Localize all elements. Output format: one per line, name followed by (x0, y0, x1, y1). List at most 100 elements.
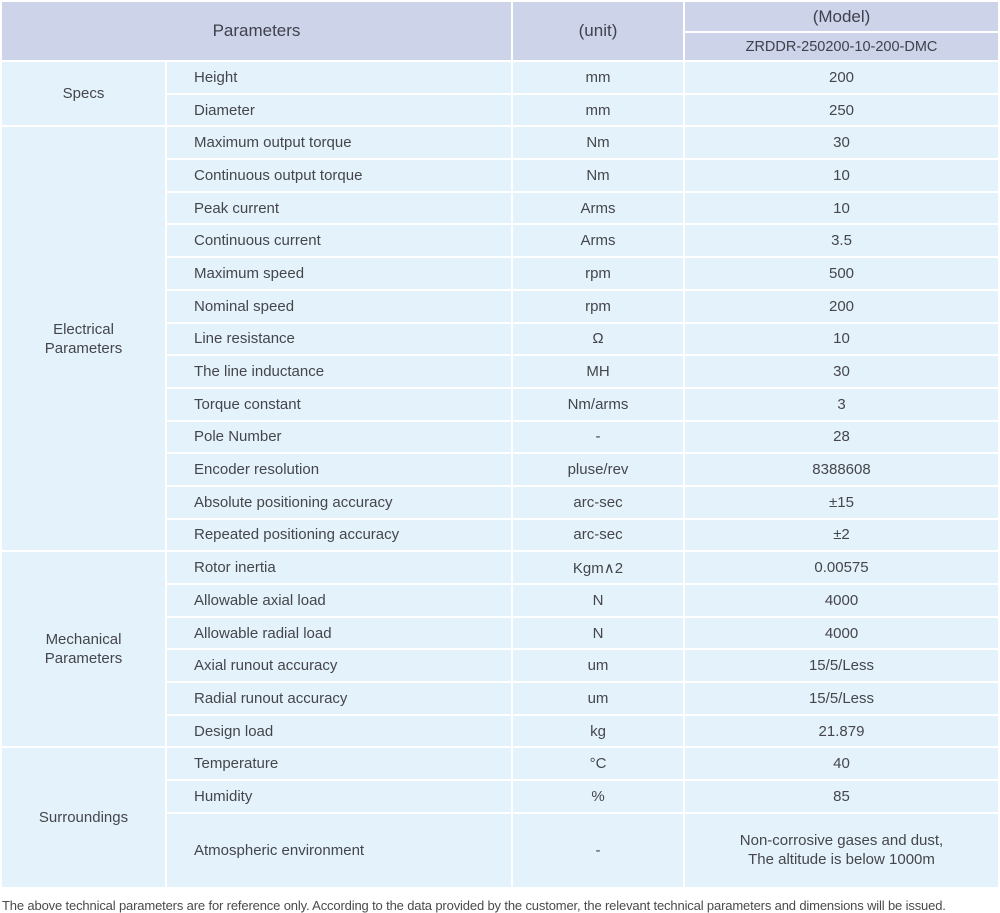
unit-value: kg (511, 713, 685, 749)
table-row: Maximum speed rpm 500 (1, 256, 1000, 291)
parameter-name: Repeated positioning accuracy (165, 517, 513, 553)
table-row: Radial runout accuracy um 15/5/Less (1, 681, 1000, 716)
unit-value: Nm/arms (511, 386, 685, 422)
unit-value: rpm (511, 256, 685, 291)
table-row: Peak current Arms 10 (1, 190, 1000, 226)
parameter-name: Height (165, 60, 513, 95)
model-value: 21.879 (683, 713, 1000, 749)
unit-value: - (511, 811, 685, 889)
parameter-name: Axial runout accuracy (165, 648, 513, 684)
table-row: Continuous current Arms 3.5 (1, 223, 1000, 259)
model-value: ±15 (683, 484, 1000, 520)
parameter-name: Temperature (165, 746, 513, 782)
table-row: Humidity% 85 (1, 779, 1000, 814)
parameter-name: Peak current (165, 190, 513, 226)
table-row: Atmospheric environment - Non-corrosive ga… (1, 811, 1000, 889)
model-value: 40 (683, 746, 1000, 782)
parameter-name: Continuous current (165, 223, 513, 259)
parameter-name: Absolute positioning accuracy (165, 484, 513, 520)
unit-value: MH (511, 354, 685, 389)
model-header: (Model) (683, 0, 1000, 33)
parameter-name: Allowable axial load (165, 583, 513, 618)
parameter-name: Pole Number (165, 419, 513, 455)
table-row: Axial runout accuracy um 15/5/Less (1, 648, 1000, 684)
table-row: Electrical Parameters Maximum output torq… (0, 125, 1000, 553)
table-row: Torque constant Nm/arms 3 (1, 386, 1000, 422)
unit-value: arc-sec (511, 517, 685, 553)
parameter-name: Torque constant (165, 386, 513, 422)
unit-value: °C (511, 746, 685, 782)
model-value: 85 (683, 779, 1000, 814)
parameter-name: Radial runout accuracy (165, 681, 513, 716)
unit-value: pluse/rev (511, 452, 685, 487)
header-row-1: Parameters (unit) (Model) (0, 0, 1000, 62)
table-row: Line resistance Ω 10 (1, 321, 1000, 357)
model-value: 10 (683, 158, 1000, 193)
unit-value: Arms (511, 190, 685, 226)
model-value: 4000 (683, 583, 1000, 618)
unit-value: Arms (511, 223, 685, 259)
table-row: Design load kg 21.879 (1, 713, 1000, 749)
table-row: Encoder resolution pluse/rev 8388608 (1, 452, 1000, 487)
table-row: The line inductance MH 30 (1, 354, 1000, 389)
table-row: Allowable axial load N 4000 (1, 583, 1000, 618)
unit-value: mm (511, 92, 685, 128)
model-value: 0.00575 (683, 550, 1000, 585)
group-label: Mechanical Parameters (0, 550, 167, 749)
parameter-name: Nominal speed (165, 288, 513, 324)
unit-value: rpm (511, 288, 685, 324)
model-value: 30 (683, 125, 1000, 161)
parameter-name: Maximum output torque (165, 125, 513, 161)
group-label: Specs (0, 59, 167, 128)
parameter-name: Design load (165, 713, 513, 749)
model-value: 28 (683, 419, 1000, 455)
unit-value: um (511, 681, 685, 716)
table-row: Pole Number -28 (1, 419, 1000, 455)
unit-value: arc-sec (511, 484, 685, 520)
unit-value: N (511, 583, 685, 618)
spec-table-body: Specs Height mm 200 Diameter mm 250 Electrical … (0, 59, 1000, 889)
spec-table: Parameters (unit) (Model) ZRDDR-250200-1… (0, 0, 1000, 889)
model-value: 30 (683, 354, 1000, 389)
model-value: Non-corrosive gases and dust, The altitu… (683, 811, 1000, 889)
parameter-name: Humidity (165, 779, 513, 814)
table-row: Diameter mm 250 (1, 92, 1000, 128)
unit-value: Ω (511, 321, 685, 357)
parameter-name: Continuous output torque (165, 158, 513, 193)
unit-value: mm (511, 60, 685, 95)
unit-value: um (511, 648, 685, 684)
model-value: 4000 (683, 615, 1000, 651)
table-row: Specs Height mm 200 (0, 59, 1000, 128)
model-value: 15/5/Less (683, 681, 1000, 716)
model-value: 200 (683, 288, 1000, 324)
model-value: 500 (683, 256, 1000, 291)
spec-table-header: Parameters (unit) (Model) ZRDDR-250200-1… (0, 0, 1000, 62)
parameter-name: Atmospheric environment (165, 811, 513, 889)
parameter-name: Maximum speed (165, 256, 513, 291)
table-row: Continuous output torque Nm 10 (1, 158, 1000, 193)
parameter-name: Encoder resolution (165, 452, 513, 487)
unit-value: % (511, 779, 685, 814)
table-row: Mechanical Parameters Rotor inertia Kgm∧2 0… (0, 550, 1000, 749)
model-value: 3.5 (683, 223, 1000, 259)
unit-value: N (511, 615, 685, 651)
parameter-name: Allowable radial load (165, 615, 513, 651)
model-value: 200 (683, 60, 1000, 95)
model-value: ±2 (683, 517, 1000, 553)
model-value: 8388608 (683, 452, 1000, 487)
model-number: ZRDDR-250200-10-200-DMC (683, 31, 1000, 62)
model-value: 3 (683, 386, 1000, 422)
table-row: Surroundings Temperature °C 40 (0, 746, 1000, 889)
parameter-name: Rotor inertia (165, 550, 513, 585)
model-value: 10 (683, 190, 1000, 226)
table-row: Allowable radial load N 4000 (1, 615, 1000, 651)
table-row: Absolute positioning accuracy arc-sec ±15 (1, 484, 1000, 520)
unit-value: Nm (511, 125, 685, 161)
table-row: Nominal speed rpm 200 (1, 288, 1000, 324)
group-label: Surroundings (0, 746, 167, 889)
unit-header: (unit) (511, 0, 685, 62)
model-value: 15/5/Less (683, 648, 1000, 684)
unit-value: Nm (511, 158, 685, 193)
parameters-header: Parameters (0, 0, 513, 62)
